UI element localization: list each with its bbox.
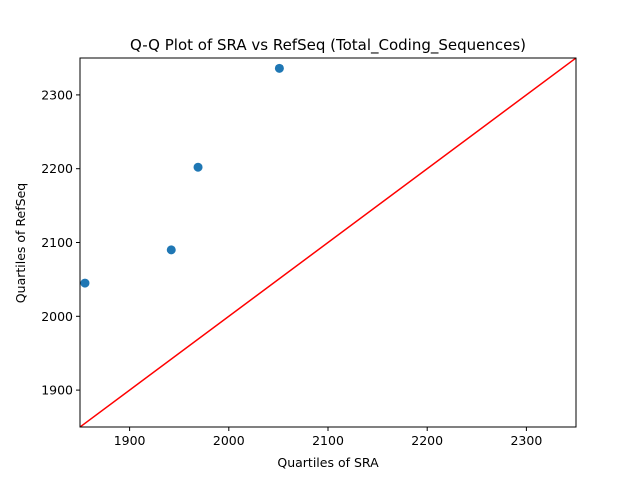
data-point-2 xyxy=(166,245,176,255)
data-point-4 xyxy=(274,63,284,73)
y-axis-ticks: 1900 2000 2100 2200 2300 xyxy=(41,87,80,398)
y-axis-label: Quartiles of RefSeq xyxy=(13,183,28,303)
x-tick-label: 2100 xyxy=(312,433,344,448)
x-tick-label: 1900 xyxy=(114,433,146,448)
x-tick-label: 2300 xyxy=(510,433,542,448)
y-tick-label: 2000 xyxy=(41,309,73,324)
y-tick-label: 2200 xyxy=(41,161,73,176)
x-axis-label: Quartiles of SRA xyxy=(277,455,379,470)
y-tick-label: 2100 xyxy=(41,235,73,250)
chart-title: Q-Q Plot of SRA vs RefSeq (Total_Coding_… xyxy=(130,36,526,55)
plot-area xyxy=(80,58,576,427)
y-tick-label: 1900 xyxy=(41,383,73,398)
x-tick-label: 2200 xyxy=(411,433,443,448)
y-tick-label: 2300 xyxy=(41,87,73,102)
reference-line xyxy=(80,58,576,427)
data-point-1 xyxy=(80,278,90,288)
data-point-3 xyxy=(193,162,203,172)
x-axis-ticks: 1900 2000 2100 2200 2300 xyxy=(114,427,542,448)
x-tick-label: 2000 xyxy=(213,433,245,448)
